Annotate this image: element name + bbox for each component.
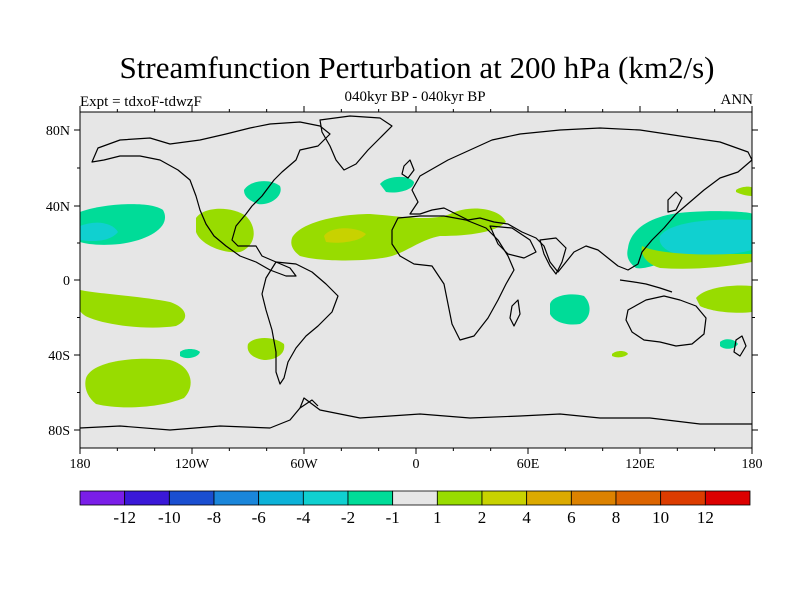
coastline-arabia bbox=[489, 225, 537, 259]
colorbar-labels: -12 -10 -8 -6 -4 -2 -1 1 2 4 6 8 10 12 bbox=[113, 508, 714, 527]
colorbar-swatch bbox=[481, 490, 528, 506]
contour-southeast-asia bbox=[641, 246, 752, 269]
lon-label: 60E bbox=[517, 457, 540, 472]
coastline-india bbox=[539, 237, 567, 275]
colorbar-swatch bbox=[704, 490, 751, 506]
colorbar-label: -2 bbox=[341, 508, 355, 527]
coastline-eurasia bbox=[409, 127, 753, 273]
contour-fills bbox=[80, 176, 752, 408]
lon-label: 0 bbox=[413, 457, 420, 472]
coastline-antarctica bbox=[79, 397, 752, 431]
contour-south-indian-ocean bbox=[550, 294, 590, 325]
colorbar-swatch bbox=[660, 490, 706, 506]
coastline-madagascar bbox=[509, 299, 521, 327]
colorbar-label: 6 bbox=[567, 508, 576, 527]
contour-small-south-pacific bbox=[180, 349, 200, 359]
contour-small-tasman bbox=[720, 339, 738, 349]
colorbar-swatch bbox=[302, 490, 349, 506]
lat-label: 80S bbox=[48, 424, 70, 439]
colorbar-label: 4 bbox=[522, 508, 531, 527]
coastline-antarctic-peninsula bbox=[299, 399, 319, 409]
season-label: ANN bbox=[720, 92, 754, 108]
lon-label: 60W bbox=[290, 457, 318, 472]
latitude-labels: 80N 40N 0 40S 80S bbox=[46, 124, 70, 439]
plot-subtitle: 040kyr BP - 040kyr BP bbox=[344, 89, 486, 105]
contour-south-america-south bbox=[247, 338, 285, 360]
experiment-label: Expt = tdxoF-tdwzF bbox=[80, 94, 202, 110]
colorbar-swatch bbox=[213, 490, 260, 506]
lon-label: 180 bbox=[742, 457, 763, 472]
lat-label: 0 bbox=[63, 274, 70, 289]
colorbar-label: -12 bbox=[113, 508, 136, 527]
colorbar-swatch bbox=[615, 490, 662, 506]
colorbar-label: 12 bbox=[697, 508, 714, 527]
colorbar-swatch bbox=[436, 490, 483, 506]
colorbar-label: -8 bbox=[207, 508, 221, 527]
colorbar-swatch bbox=[124, 490, 170, 506]
contour-tropical-atlantic-core bbox=[324, 228, 366, 243]
contour-north-pacific-west-core bbox=[80, 222, 118, 242]
lon-label: 120W bbox=[175, 457, 210, 472]
colorbar-label: -6 bbox=[252, 508, 266, 527]
coastline-australia bbox=[625, 295, 707, 347]
contour-south-pacific-large bbox=[85, 358, 191, 408]
contour-east-pacific-south bbox=[80, 290, 186, 328]
contour-small-south-indian bbox=[612, 351, 628, 358]
longitude-labels: 180 120W 60W 0 60E 120E 180 bbox=[70, 457, 763, 472]
map-background bbox=[80, 112, 752, 448]
colorbar-swatch bbox=[570, 490, 617, 506]
colorbar-swatch bbox=[392, 490, 438, 506]
lat-label: 40S bbox=[48, 349, 70, 364]
colorbar bbox=[79, 490, 751, 506]
contour-tropical-atlantic-band bbox=[291, 208, 506, 261]
coastline-greenland bbox=[319, 115, 393, 171]
colorbar-label: -4 bbox=[296, 508, 311, 527]
colorbar-swatch bbox=[258, 490, 304, 506]
colorbar-label: 2 bbox=[478, 508, 487, 527]
coastline-south-america bbox=[261, 261, 339, 385]
coastline-north-america bbox=[91, 121, 331, 277]
contour-southwest-pacific bbox=[696, 285, 752, 313]
colorbar-label: 1 bbox=[433, 508, 442, 527]
colorbar-swatch bbox=[347, 490, 394, 506]
colorbar-label: 10 bbox=[652, 508, 669, 527]
coastline-japan bbox=[667, 191, 683, 213]
lat-label: 40N bbox=[46, 200, 70, 215]
coastline-new-zealand bbox=[733, 335, 747, 357]
coastlines bbox=[79, 115, 753, 431]
colorbar-label: 8 bbox=[612, 508, 621, 527]
colorbar-swatch bbox=[79, 490, 126, 506]
lon-label: 120E bbox=[625, 457, 655, 472]
colorbar-swatch bbox=[526, 490, 572, 506]
contour-north-america-east bbox=[244, 181, 281, 205]
contour-west-pacific-core bbox=[659, 219, 752, 256]
plot-title: Streamfunction Perturbation at 200 hPa (… bbox=[119, 50, 715, 85]
lat-label: 80N bbox=[46, 124, 70, 139]
coastline-africa bbox=[391, 215, 515, 341]
axis-ticks bbox=[74, 106, 758, 454]
colorbar-label: -10 bbox=[158, 508, 181, 527]
colorbar-label: -1 bbox=[386, 508, 400, 527]
coastline-uk bbox=[401, 159, 415, 179]
lon-label: 180 bbox=[70, 457, 91, 472]
contour-small-north-pacific-east bbox=[736, 186, 752, 196]
coastline-indonesia bbox=[619, 279, 673, 293]
contour-atlantic-north bbox=[380, 176, 414, 193]
colorbar-swatch bbox=[168, 490, 215, 506]
contour-central-america bbox=[196, 208, 254, 253]
